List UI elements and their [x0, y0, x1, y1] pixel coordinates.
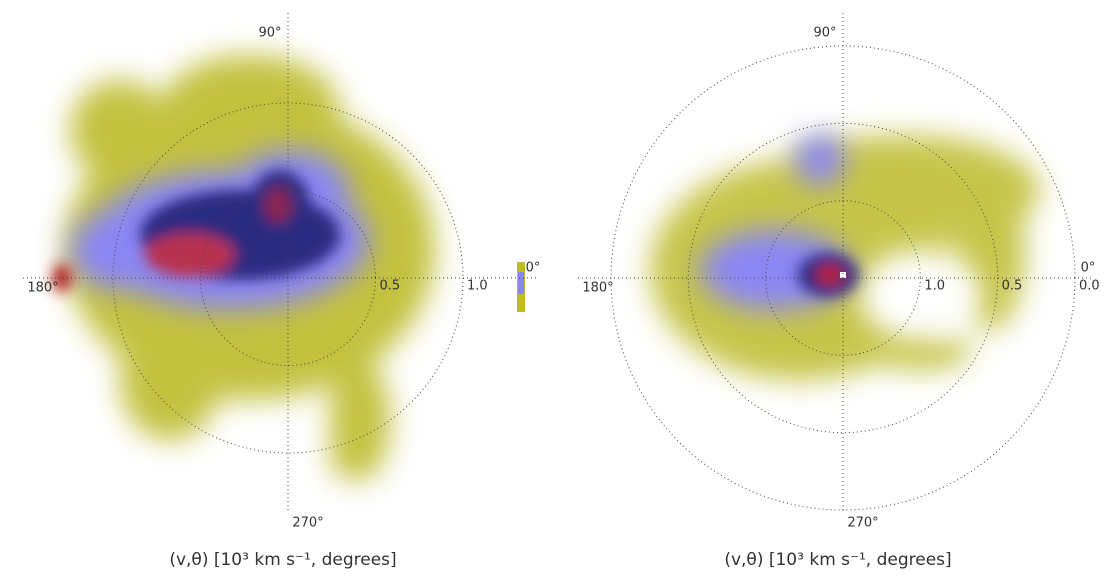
r-tick-label: 1.0 [467, 279, 488, 294]
r-tick-label: 1.0 [924, 279, 945, 294]
theta-tick-label: 180° [582, 281, 613, 296]
theta-tick-label: 90° [813, 26, 836, 41]
grid-circle [765, 200, 921, 356]
density-left [52, 55, 525, 480]
grid-circle [687, 122, 999, 434]
r-tick-label: 0.0 [1079, 279, 1100, 294]
axes: 0.5 1.0 90° 180° 270° 0° (v,θ) [10³ km s⁻¹, de… [23, 13, 1100, 570]
theta-tick-label: 0° [526, 261, 541, 276]
density-right [650, 135, 1040, 380]
grid-circle [112, 102, 464, 454]
grid-circle [200, 190, 376, 366]
theta-tick-label: 270° [847, 516, 878, 531]
theta-tick-label: 90° [258, 26, 281, 41]
grid-circle [610, 45, 1076, 511]
x-axis-label: (v,θ) [10³ km s⁻¹, degrees] [724, 550, 951, 570]
x-axis-label: (v,θ) [10³ km s⁻¹, degrees] [169, 550, 396, 570]
theta-tick-label: 0° [1081, 261, 1096, 276]
r-tick-label: 0.5 [380, 279, 401, 294]
theta-tick-label: 270° [292, 516, 323, 531]
r-tick-label: 0.5 [1002, 279, 1023, 294]
theta-tick-label: 180° [27, 281, 58, 296]
